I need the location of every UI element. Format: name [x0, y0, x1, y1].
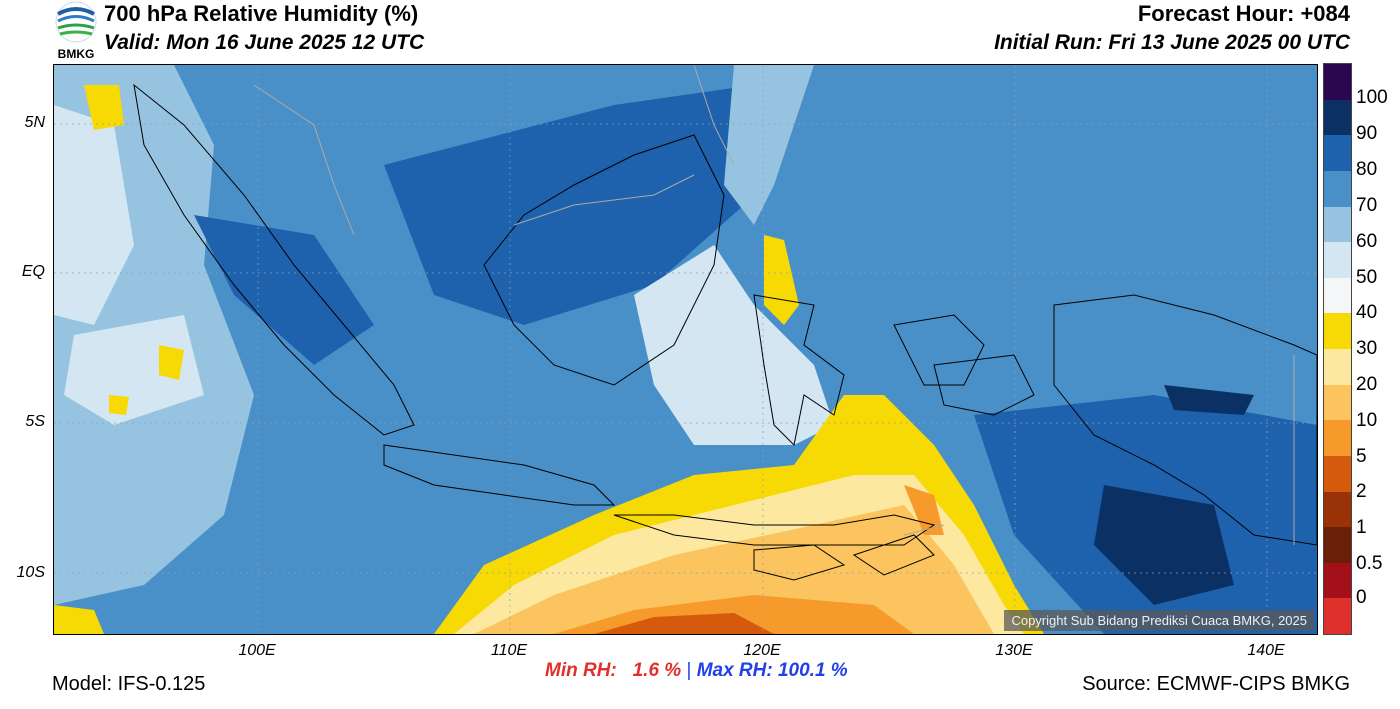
coastlines — [133, 83, 1317, 581]
copyright-notice: Copyright Sub Bidang Prediksi Cuaca BMKG… — [1004, 610, 1314, 631]
humidity-map-svg — [54, 65, 1317, 634]
java-coast — [383, 444, 616, 506]
humid-region-west-light-2 — [64, 315, 204, 425]
colorbar-segment — [1324, 100, 1351, 135]
colorbar-segment — [1324, 385, 1351, 420]
nusa-tenggara-coast — [613, 514, 936, 546]
colorbar-label-10: 10 — [1356, 410, 1378, 431]
colorbar-label-2: 2 — [1356, 481, 1367, 502]
borneo-border — [513, 174, 695, 226]
humid-region-sumatra — [194, 215, 374, 365]
model-label: Model: IFS-0.125 — [52, 673, 206, 695]
sumba-coast — [753, 544, 846, 581]
lon-label-110e: 110E — [490, 642, 528, 659]
min-max-separator: | — [686, 660, 692, 681]
dry-blob-west-2 — [109, 395, 129, 415]
source-label: Source: ECMWF-CIPS BMKG — [1082, 673, 1350, 695]
colorbar-label-60: 60 — [1356, 231, 1378, 252]
borders — [253, 65, 1295, 545]
malaysia-border — [253, 84, 355, 236]
colorbar-segment — [1324, 207, 1351, 242]
colorbar-segment — [1324, 171, 1351, 207]
colorbar-segment — [1324, 278, 1351, 313]
lat-label-5n: 5N — [24, 114, 45, 131]
bmkg-logo: BMKG — [55, 1, 97, 60]
lat-label-10s: 10S — [16, 564, 45, 581]
colorbar-segment — [1324, 456, 1351, 492]
maluku-coast — [893, 314, 985, 386]
colorbar-label-50: 50 — [1356, 267, 1378, 288]
colorbar-segment — [1324, 349, 1351, 385]
colorbar-label-0-5: 0.5 — [1356, 553, 1383, 574]
colorbar-segment — [1324, 313, 1351, 349]
colorbar-label-70: 70 — [1356, 195, 1378, 216]
colorbar — [1323, 63, 1352, 635]
halmahera-coast — [933, 354, 1035, 416]
philippines-border — [693, 65, 735, 166]
papua-coast — [1053, 294, 1317, 546]
gridlines — [54, 65, 1317, 634]
humid-region-sulawesi-light — [634, 245, 834, 445]
colorbar-segment — [1324, 420, 1351, 456]
colorbar-label-40: 40 — [1356, 302, 1378, 323]
lon-label-140e: 140E — [1247, 642, 1285, 659]
humid-region-west-light — [54, 105, 134, 325]
colorbar-segment — [1324, 563, 1351, 598]
lon-label-130e: 130E — [995, 642, 1033, 659]
max-rh: Max RH: 100.1 % — [696, 660, 848, 681]
colorbar-label-80: 80 — [1356, 159, 1378, 180]
dry-region-10 — [474, 505, 994, 634]
timor-border — [903, 524, 945, 536]
colorbar-segment — [1324, 492, 1351, 527]
chart-title: 700 hPa Relative Humidity (%) — [104, 1, 419, 26]
lon-label-120e: 120E — [743, 642, 781, 659]
colorbar-label-20: 20 — [1356, 374, 1378, 395]
min-max-rh: Min RH: 1.6 % | Max RH: 100.1 % — [545, 660, 848, 682]
humid-region-north-light — [724, 65, 814, 225]
lat-label-5s: 5S — [25, 413, 45, 430]
valid-time: Valid: Mon 16 June 2025 12 UTC — [104, 31, 425, 54]
min-rh: Min RH: 1.6 % — [545, 660, 682, 681]
logo-text: BMKG — [58, 47, 95, 60]
humid-region-papua-dark — [1164, 385, 1254, 415]
colorbar-segment — [1324, 64, 1351, 100]
lat-label-eq: EQ — [21, 263, 45, 280]
colorbar-segment — [1324, 242, 1351, 278]
humidity-map[interactable] — [53, 64, 1318, 635]
dry-blob-southwest — [54, 605, 104, 634]
sulawesi-coast — [753, 294, 845, 447]
initial-run: Initial Run: Fri 13 June 2025 00 UTC — [994, 31, 1350, 54]
humid-region-arafura-dark — [1094, 485, 1234, 605]
borneo-coast — [483, 134, 725, 386]
humid-region-borneo — [384, 85, 754, 325]
dry-blob-northwest — [84, 85, 124, 130]
dry-region-5-east — [904, 485, 944, 535]
colorbar-label-0: 0 — [1356, 587, 1367, 608]
colorbar-label-5: 5 — [1356, 446, 1367, 467]
colorbar-label-100: 100 — [1356, 87, 1388, 108]
forecast-hour: Forecast Hour: +084 — [1137, 1, 1350, 26]
dry-region-2 — [594, 613, 774, 634]
colorbar-label-90: 90 — [1356, 123, 1378, 144]
sumatra-coast — [133, 83, 415, 436]
dry-blob-sulawesi — [764, 235, 799, 325]
colorbar-label-1: 1 — [1356, 517, 1367, 538]
colorbar-segment — [1324, 135, 1351, 171]
dry-blob-west — [159, 345, 184, 380]
timor-coast — [852, 534, 935, 576]
colorbar-label-30: 30 — [1356, 338, 1378, 359]
colorbar-segment — [1324, 598, 1351, 634]
colorbar-segment — [1324, 527, 1351, 563]
lon-label-100e: 100E — [238, 642, 276, 659]
